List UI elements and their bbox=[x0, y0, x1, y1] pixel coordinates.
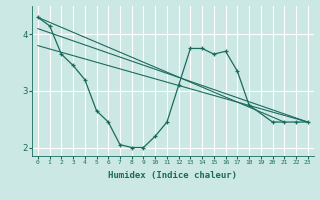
X-axis label: Humidex (Indice chaleur): Humidex (Indice chaleur) bbox=[108, 171, 237, 180]
